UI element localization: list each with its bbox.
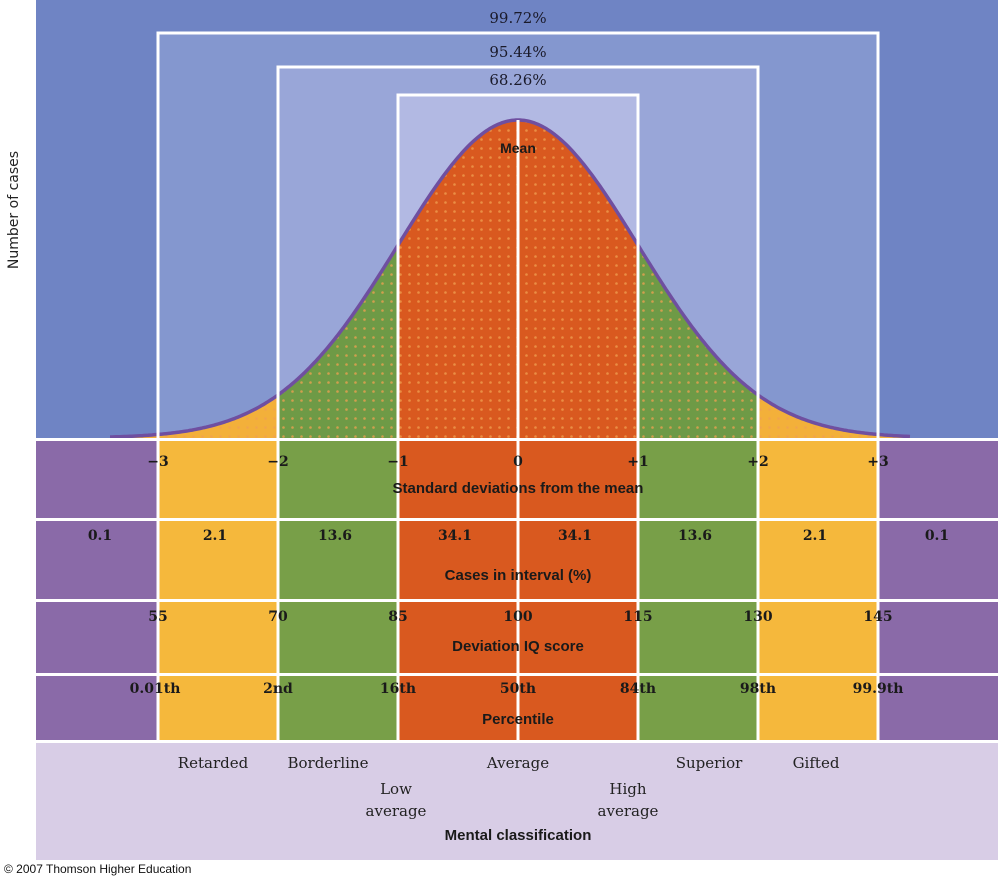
iq-tick: 115 xyxy=(623,609,652,625)
class-average: Average xyxy=(486,754,549,772)
iq-header: Deviation IQ score xyxy=(452,638,584,655)
sd-header: Standard deviations from the mean xyxy=(393,480,644,497)
sd-tick: −2 xyxy=(267,454,288,470)
cases-value: 34.1 xyxy=(558,528,592,544)
bracket-label-3: 68.26% xyxy=(489,71,546,89)
sd-tick: +2 xyxy=(747,454,768,470)
curve-dot-texture xyxy=(110,120,910,438)
row-cases-segment xyxy=(278,521,398,599)
row-percentile-segment xyxy=(158,676,278,740)
row-sd-segment xyxy=(398,441,518,518)
row-sd-segment xyxy=(36,441,158,518)
row-percentile-segment xyxy=(878,676,998,740)
row-percentile-segment xyxy=(278,676,398,740)
row-iq-segment xyxy=(278,602,398,673)
iq-tick: 130 xyxy=(743,609,772,625)
class-high-average-line1: High xyxy=(609,780,646,798)
row-sd-segment xyxy=(278,441,398,518)
cases-value: 13.6 xyxy=(318,528,352,544)
sd-tick: +3 xyxy=(867,454,888,470)
iq-tick: 85 xyxy=(388,609,407,625)
iq-tick: 55 xyxy=(148,609,167,625)
class-retarded: Retarded xyxy=(178,754,249,772)
iq-tick: 100 xyxy=(503,609,532,625)
sd-tick: −1 xyxy=(387,454,408,470)
row-cases-segment xyxy=(398,521,518,599)
classification-header: Mental classification xyxy=(445,827,592,844)
cases-value: 34.1 xyxy=(438,528,472,544)
row-cases-segment xyxy=(518,521,638,599)
sd-tick: +1 xyxy=(627,454,648,470)
percentile-tick: 2nd xyxy=(263,681,293,697)
percentile-tick: 16th xyxy=(380,681,416,697)
class-superior: Superior xyxy=(676,754,743,772)
row-sd-segment xyxy=(638,441,758,518)
row-cases-segment xyxy=(36,521,158,599)
y-axis-label: Number of cases xyxy=(4,150,24,270)
percentile-tick: 0.01th xyxy=(130,681,181,697)
cases-value: 2.1 xyxy=(203,528,227,544)
row-sd-segment xyxy=(518,441,638,518)
row-iq-segment xyxy=(878,602,998,673)
bracket-label-2: 95.44% xyxy=(489,43,546,61)
class-low-average-line1: Low xyxy=(380,780,412,798)
row-percentile-segment xyxy=(758,676,878,740)
row-cases-segment xyxy=(158,521,278,599)
percentile-tick: 84th xyxy=(620,681,656,697)
cases-header: Cases in interval (%) xyxy=(445,567,592,584)
cases-value: 2.1 xyxy=(803,528,827,544)
y-axis-label-text: Number of cases xyxy=(6,150,22,270)
bracket-label-1: 99.72% xyxy=(489,9,546,27)
class-high-average-line2: average xyxy=(598,802,659,820)
row-cases-segment xyxy=(878,521,998,599)
row-percentile-segment xyxy=(638,676,758,740)
percentile-tick: 50th xyxy=(500,681,536,697)
row-iq-segment xyxy=(518,602,638,673)
row-iq-segment xyxy=(398,602,518,673)
row-sd-segment xyxy=(758,441,878,518)
row-iq-segment xyxy=(158,602,278,673)
iq-tick: 70 xyxy=(268,609,288,625)
percentile-tick: 99.9th xyxy=(853,681,904,697)
mean-label: Mean xyxy=(500,140,536,156)
cases-value: 0.1 xyxy=(925,528,949,544)
bracket-1 xyxy=(156,31,880,438)
row-iq-segment xyxy=(758,602,878,673)
class-low-average-line2: average xyxy=(366,802,427,820)
row-sd-segment xyxy=(878,441,998,518)
sd-tick: 0 xyxy=(513,454,523,470)
classification-band xyxy=(36,743,998,860)
bracket-3 xyxy=(396,93,640,438)
copyright-notice: © 2007 Thomson Higher Education xyxy=(4,862,192,876)
bracket-2 xyxy=(276,65,760,438)
percentile-header: Percentile xyxy=(482,711,554,728)
row-sd-segment xyxy=(158,441,278,518)
row-cases-segment xyxy=(638,521,758,599)
row-percentile-segment xyxy=(36,676,158,740)
row-percentile-segment xyxy=(518,676,638,740)
row-iq-segment xyxy=(36,602,158,673)
sd-tick: −3 xyxy=(147,454,168,470)
cases-value: 0.1 xyxy=(88,528,112,544)
class-borderline: Borderline xyxy=(287,754,368,772)
curve-outline xyxy=(110,118,911,439)
row-iq-segment xyxy=(638,602,758,673)
row-cases-segment xyxy=(758,521,878,599)
row-percentile-segment xyxy=(398,676,518,740)
class-gifted: Gifted xyxy=(793,754,840,772)
percentile-tick: 98th xyxy=(740,681,776,697)
cases-value: 13.6 xyxy=(678,528,712,544)
iq-tick: 145 xyxy=(863,609,892,625)
